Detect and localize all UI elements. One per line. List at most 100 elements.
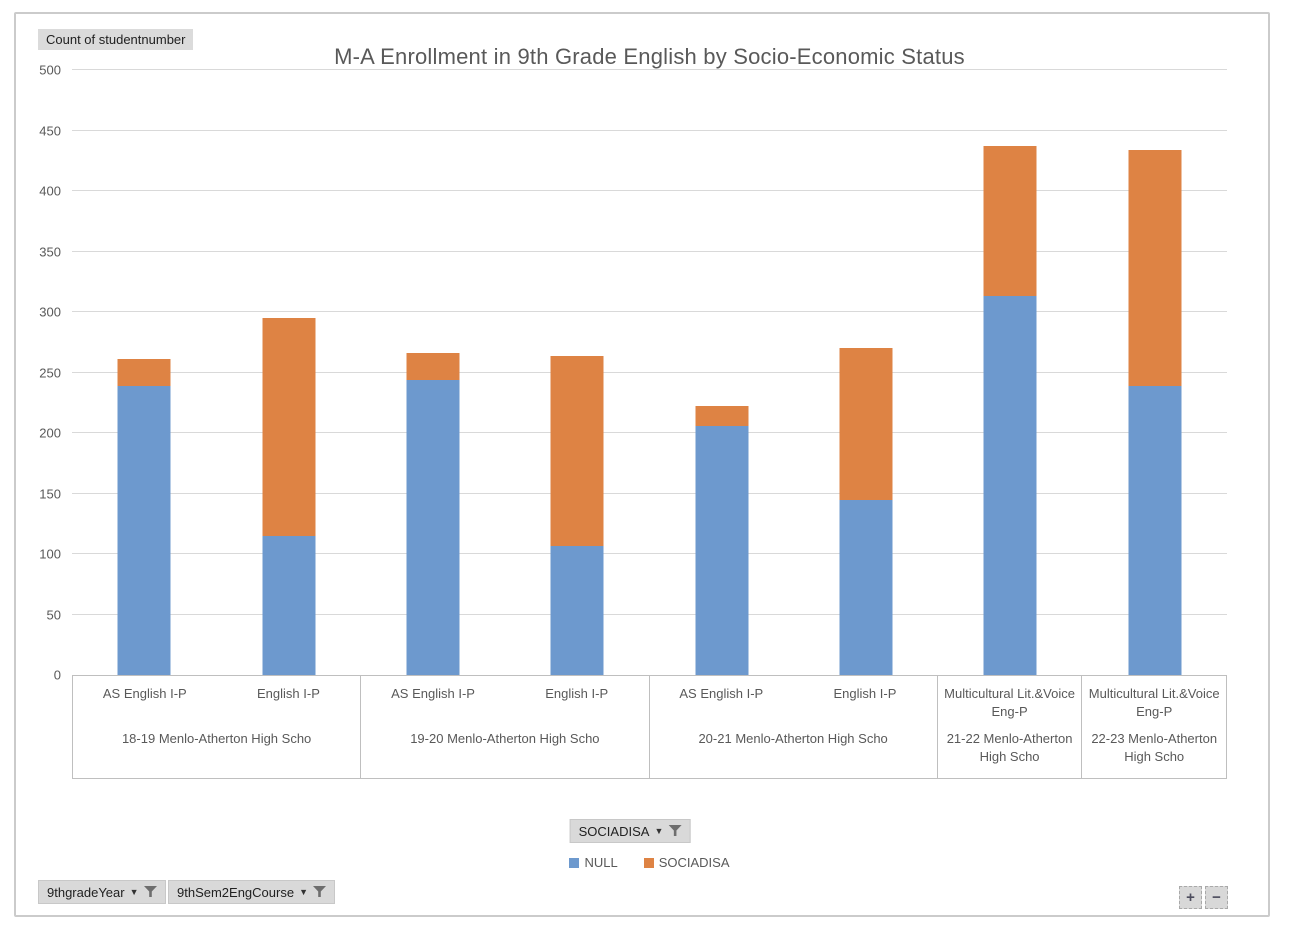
course-label: AS English I-P <box>391 686 475 701</box>
bar-segment-null[interactable] <box>1128 385 1182 675</box>
bar-segment-null[interactable] <box>550 545 604 675</box>
y-tick-label: 350 <box>39 244 61 259</box>
year-group-label: 20-21 Menlo-Atherton High Scho <box>698 731 888 746</box>
bar-segment-null[interactable] <box>406 379 460 675</box>
axis-field-button-course[interactable]: 9thSem2EngCourse ▼ <box>168 880 335 904</box>
bar-slot <box>650 70 794 675</box>
legend-field-button[interactable]: SOCIADISA ▼ <box>569 819 691 843</box>
chart-frame: Count of studentnumber M-A Enrollment in… <box>14 12 1270 917</box>
legend-swatch <box>569 857 580 868</box>
gridline <box>72 553 1227 554</box>
year-group-label: 19-20 Menlo-Atherton High Scho <box>410 731 600 746</box>
axis-group: AS English I-P English I-P 19-20 Menlo-Ath… <box>360 676 648 778</box>
filter-funnel-icon <box>143 886 157 898</box>
course-label-row: Multicultural Lit.&Voice Eng-P <box>938 676 1082 728</box>
course-label: Multicultural Lit.&Voice Eng-P <box>1088 686 1220 719</box>
legend-swatch <box>643 857 654 868</box>
bar-segment-sociadisa[interactable] <box>117 359 171 386</box>
course-label: English I-P <box>545 686 609 701</box>
y-tick-label: 400 <box>39 183 61 199</box>
legend-label: SOCIADISA <box>658 855 730 870</box>
axis-field-year-label: 9thgradeYear <box>47 884 125 900</box>
bar-segment-null[interactable] <box>695 425 749 675</box>
chart-title: M-A Enrollment in 9th Grade English by S… <box>334 44 965 69</box>
bar-slot <box>938 70 1082 675</box>
bar-slot <box>505 70 649 675</box>
bar-slot <box>216 70 360 675</box>
gridline <box>72 371 1227 373</box>
category-axis-box: AS English I-P English I-P 18-19 Menlo-Ath… <box>72 675 1227 779</box>
collapse-minus-button[interactable]: − <box>1205 886 1228 909</box>
bar-stack <box>117 70 171 675</box>
course-label-row: AS English I-P English I-P <box>650 676 937 728</box>
bar-segment-sociadisa[interactable] <box>550 355 604 546</box>
bar-segment-sociadisa[interactable] <box>1128 149 1182 386</box>
bar-segment-sociadisa[interactable] <box>695 406 749 426</box>
y-tick-label: 500 <box>39 62 61 78</box>
gridline <box>72 250 1227 252</box>
values-field-button[interactable]: Count of studentnumber <box>38 29 194 50</box>
bar-segment-null[interactable] <box>117 385 171 675</box>
gridline <box>72 190 1227 191</box>
course-label-row: AS English I-P English I-P <box>361 676 648 728</box>
bar-group <box>72 70 361 675</box>
legend-item-sociadisa: SOCIADISA <box>643 855 730 870</box>
bar-segment-sociadisa[interactable] <box>262 318 316 536</box>
bar-stack <box>695 70 749 675</box>
bar-stack <box>983 70 1037 675</box>
legend: NULL SOCIADISA <box>72 855 1227 870</box>
bar-group <box>1083 70 1227 675</box>
chevron-down-icon: ▼ <box>299 886 308 897</box>
bar-stack <box>262 70 316 675</box>
axis-group: Multicultural Lit.&Voice Eng-P 21-22 Menl… <box>936 676 1082 778</box>
course-label: English I-P <box>257 686 320 701</box>
values-field-label: Count of studentnumber <box>46 32 186 47</box>
bar-segment-null[interactable] <box>983 296 1037 675</box>
bar-slot <box>361 70 505 675</box>
year-group-label: 21-22 Menlo-Atherton High Scho <box>946 731 1073 765</box>
bar-stack <box>839 70 893 675</box>
bar-slot <box>72 70 216 675</box>
bar-segment-sociadisa[interactable] <box>406 353 460 380</box>
plot-area: 0 50 100 150 200 250 300 350 400 450 500 <box>39 63 1227 683</box>
y-tick-label: 50 <box>46 607 61 622</box>
course-label: Multicultural Lit.&Voice Eng-P <box>944 686 1075 719</box>
filter-funnel-icon <box>668 825 682 837</box>
legend-label: NULL <box>584 855 618 870</box>
y-tick-label: 200 <box>39 425 61 441</box>
chevron-down-icon: ▼ <box>654 825 664 836</box>
bar-group <box>361 70 650 675</box>
gridline <box>72 69 1227 70</box>
bar-segment-sociadisa[interactable] <box>983 146 1037 297</box>
course-label-row: AS English I-P English I-P <box>73 676 360 728</box>
gridline <box>72 613 1227 615</box>
axis-field-button-year[interactable]: 9thgradeYear ▼ <box>38 880 166 904</box>
drill-buttons: + − <box>1179 886 1228 909</box>
bar-slot <box>1083 70 1227 675</box>
y-tick-label: 300 <box>39 304 61 320</box>
bar-stack <box>406 70 460 675</box>
bar-stack <box>1128 70 1182 675</box>
course-label: AS English I-P <box>102 686 187 701</box>
expand-plus-button[interactable]: + <box>1179 886 1202 909</box>
y-tick-label: 100 <box>39 546 61 562</box>
bar-segment-sociadisa[interactable] <box>839 348 893 500</box>
year-group-label: 18-19 Menlo-Atherton High Scho <box>121 731 312 746</box>
course-label: AS English I-P <box>679 686 764 701</box>
axis-group: AS English I-P English I-P 20-21 Menlo-Ath… <box>648 676 937 778</box>
legend-item-null: NULL <box>569 855 618 870</box>
gridline <box>72 129 1227 131</box>
chevron-down-icon: ▼ <box>129 886 139 897</box>
filter-funnel-icon <box>313 886 326 898</box>
gridline <box>72 492 1227 494</box>
y-tick-label: 0 <box>53 667 61 683</box>
gridline <box>72 311 1227 312</box>
bar-slot <box>794 70 938 675</box>
bars-layer <box>72 70 1227 675</box>
axis-group: AS English I-P English I-P 18-19 Menlo-Ath… <box>73 676 360 778</box>
bar-segment-null[interactable] <box>262 535 316 675</box>
legend-field-label: SOCIADISA <box>578 823 650 839</box>
bar-segment-null[interactable] <box>839 499 893 675</box>
bar-group <box>650 70 939 675</box>
